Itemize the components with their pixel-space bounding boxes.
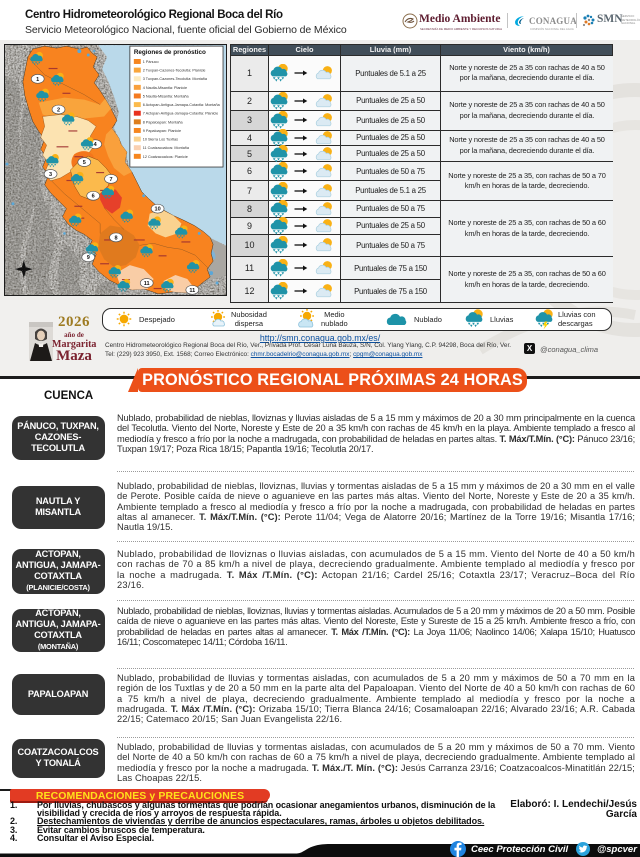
svg-text:1: 1 (36, 77, 39, 83)
svg-text:1 Pánuco: 1 Pánuco (143, 60, 159, 64)
svg-text:9 Papaloapan: Planicie: 9 Papaloapan: Planicie (143, 129, 181, 133)
svg-text:8: 8 (114, 235, 117, 241)
svg-text:3: 3 (49, 172, 52, 178)
svg-text:9: 9 (87, 255, 90, 261)
svg-text:7 Actopan-Antigua-Jamapa-Cotax: 7 Actopan-Antigua-Jamapa-Cotaxtla: Plani… (143, 112, 218, 116)
svg-text:5: 5 (83, 160, 86, 166)
svg-text:3 Tuxpan-Cazones-Tecolutla: Mo: 3 Tuxpan-Cazones-Tecolutla: Montaña (143, 77, 208, 81)
svg-text:4: 4 (94, 142, 98, 148)
svg-text:10: 10 (155, 207, 161, 213)
svg-text:6 Actopan-Antigua-Jamapa-Cotax: 6 Actopan-Antigua-Jamapa-Cotaxtla: Monta… (143, 103, 221, 107)
svg-text:Regiones de pronóstico: Regiones de pronóstico (134, 49, 206, 56)
svg-text:11 Coatzacoalcos: Montaña: 11 Coatzacoalcos: Montaña (143, 146, 190, 150)
svg-text:2: 2 (57, 108, 60, 114)
svg-text:7: 7 (110, 177, 113, 183)
svg-text:12 Coatzacoalcos: Planicie: 12 Coatzacoalcos: Planicie (143, 155, 188, 159)
svg-text:8 Papaloapan: Montaña: 8 Papaloapan: Montaña (143, 120, 184, 124)
svg-text:11: 11 (189, 288, 195, 294)
svg-text:5 Nautla-Misantla: Montaña: 5 Nautla-Misantla: Montaña (143, 94, 190, 98)
svg-text:10 Sierra Los Tuxtlas: 10 Sierra Los Tuxtlas (143, 138, 178, 142)
svg-text:2 Tuxpan-Cazones-Tecolutla: Pl: 2 Tuxpan-Cazones-Tecolutla: Planicie (143, 69, 206, 73)
svg-text:11: 11 (144, 281, 150, 287)
svg-text:4 Nautla-Misantla: Planicie: 4 Nautla-Misantla: Planicie (143, 86, 187, 90)
svg-text:6: 6 (92, 194, 95, 200)
